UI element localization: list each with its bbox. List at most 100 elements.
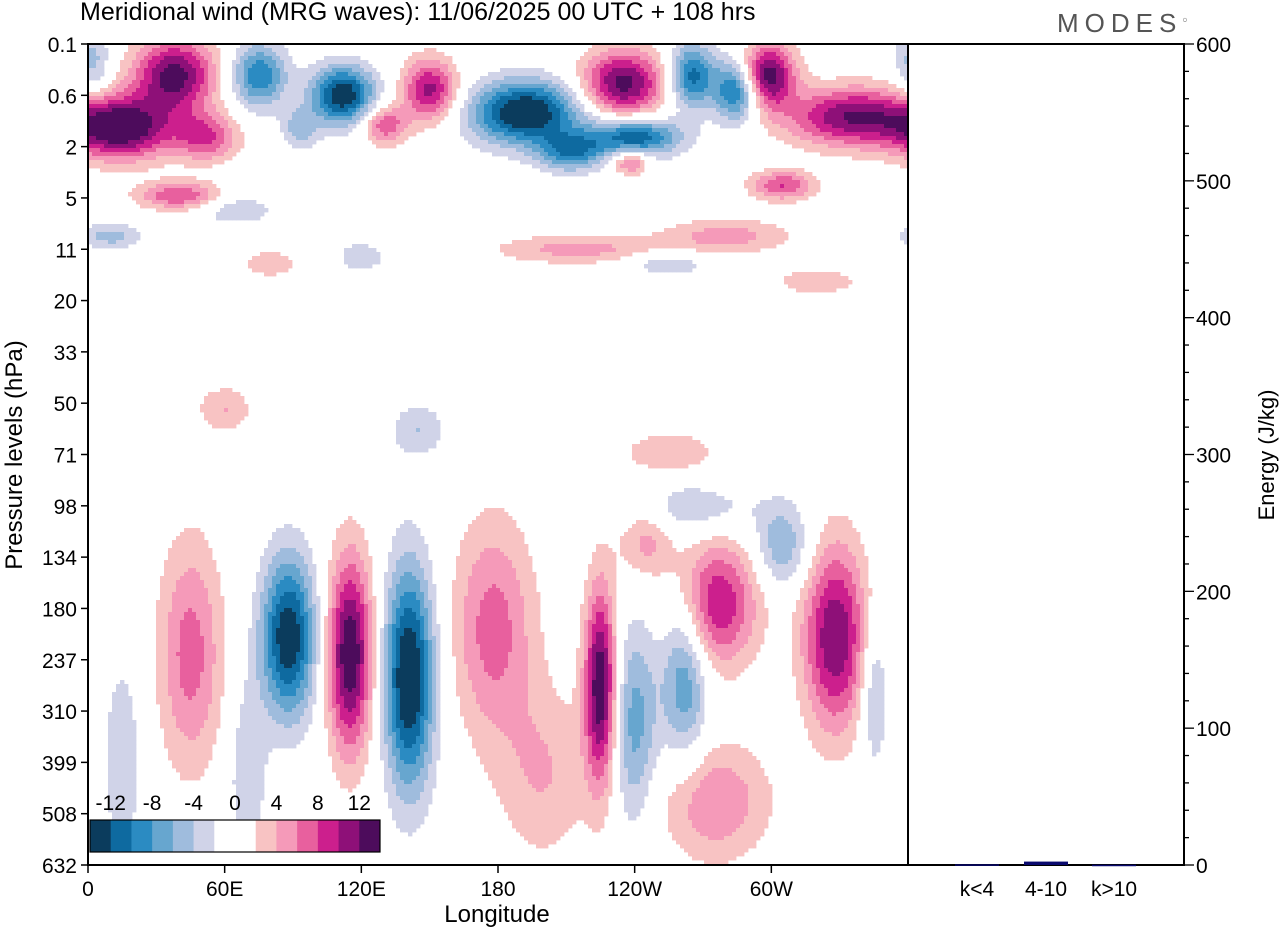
heatmap-cell — [180, 128, 185, 133]
heatmap-cell — [748, 64, 753, 69]
heatmap-cell — [248, 96, 253, 101]
heatmap-cell — [652, 124, 657, 129]
heatmap-cell — [880, 80, 885, 85]
heatmap-cell — [808, 180, 813, 185]
heatmap-cell — [796, 60, 801, 65]
heatmap-cell — [684, 116, 689, 121]
heatmap-cell — [476, 88, 481, 93]
heatmap-cell — [232, 128, 237, 133]
heatmap-cell — [588, 124, 593, 129]
heatmap-cell — [424, 92, 429, 97]
heatmap-cell — [788, 104, 793, 109]
heatmap-cell — [160, 204, 165, 209]
heatmap-cell — [656, 64, 661, 69]
heatmap-cell — [784, 232, 789, 237]
heatmap-cell — [368, 136, 373, 141]
heatmap-cell — [88, 128, 93, 133]
heatmap-cell — [672, 136, 677, 141]
heatmap-cell — [724, 56, 729, 61]
heatmap-cell — [304, 116, 309, 121]
heatmap-cell — [228, 204, 233, 209]
heatmap-cell — [692, 108, 697, 113]
heatmap-cell — [884, 160, 889, 165]
heatmap-cell — [832, 136, 837, 141]
heatmap-cell — [600, 120, 605, 125]
heatmap-cell — [556, 92, 561, 97]
heatmap-cell — [452, 68, 457, 73]
heatmap-cell — [820, 96, 825, 101]
heatmap-cell — [172, 152, 177, 157]
heatmap-cell — [300, 108, 305, 113]
heatmap-cell — [644, 96, 649, 101]
heatmap-cell — [544, 84, 549, 89]
heatmap-cell — [552, 100, 557, 105]
heatmap-cell — [484, 88, 489, 93]
heatmap-cell — [284, 68, 289, 73]
heatmap-cell — [764, 60, 769, 65]
heatmap-cell — [188, 132, 193, 137]
heatmap-cell — [268, 56, 273, 61]
heatmap-cell — [672, 132, 677, 137]
heatmap-cell — [296, 96, 301, 101]
heatmap-cell — [704, 96, 709, 101]
heatmap-cell — [752, 72, 757, 77]
heatmap-cell — [240, 88, 245, 93]
heatmap-cell — [556, 136, 561, 141]
heatmap-cell — [524, 152, 529, 157]
heatmap-cell — [264, 88, 269, 93]
heatmap-cell — [140, 156, 145, 161]
heatmap-cell — [348, 100, 353, 105]
heatmap-cell — [756, 228, 761, 233]
heatmap-cell — [640, 72, 645, 77]
heatmap-cell — [756, 104, 761, 109]
heatmap-cell — [752, 184, 757, 189]
heatmap-cell — [136, 168, 141, 173]
heatmap-cell — [604, 128, 609, 133]
heatmap-cell — [896, 108, 901, 113]
heatmap-cell — [96, 144, 101, 149]
heatmap-cell — [560, 160, 565, 165]
heatmap-cell — [604, 160, 609, 165]
heatmap-cell — [532, 116, 537, 121]
heatmap-cell — [168, 156, 173, 161]
heatmap-cell — [396, 136, 401, 141]
heatmap-cell — [292, 84, 297, 89]
heatmap-cell — [736, 68, 741, 73]
heatmap-cell — [264, 80, 269, 85]
heatmap-cell — [724, 100, 729, 105]
heatmap-cell — [144, 184, 149, 189]
heatmap-cell — [512, 124, 517, 129]
heatmap-cell — [316, 72, 321, 77]
heatmap-cell — [392, 136, 397, 141]
heatmap-cell — [188, 140, 193, 145]
heatmap-cell — [308, 96, 313, 101]
heatmap-cell — [220, 108, 225, 113]
heatmap-cell — [876, 156, 881, 161]
heatmap-cell — [132, 60, 137, 65]
heatmap-cell — [708, 52, 713, 57]
heatmap-cell — [840, 104, 845, 109]
heatmap-cell — [280, 96, 285, 101]
heatmap-cell — [800, 96, 805, 101]
heatmap-cell — [172, 112, 177, 117]
heatmap-cell — [560, 144, 565, 149]
heatmap-cell — [832, 96, 837, 101]
heatmap-cell — [628, 44, 633, 49]
heatmap-cell — [120, 136, 125, 141]
heatmap-cell — [768, 128, 773, 133]
heatmap-cell — [212, 184, 217, 189]
heatmap-cell — [308, 124, 313, 129]
heatmap-cell — [168, 100, 173, 105]
heatmap-cell — [796, 96, 801, 101]
heatmap-cell — [604, 144, 609, 149]
heatmap-cell — [192, 132, 197, 137]
heatmap-cell — [684, 128, 689, 133]
heatmap-cell — [528, 132, 533, 137]
heatmap-cell — [872, 136, 877, 141]
heatmap-cell — [344, 104, 349, 109]
heatmap-cell — [212, 100, 217, 105]
heatmap-cell — [568, 100, 573, 105]
heatmap-cell — [540, 144, 545, 149]
heatmap-cell — [236, 200, 241, 205]
heatmap-cell — [148, 44, 153, 49]
